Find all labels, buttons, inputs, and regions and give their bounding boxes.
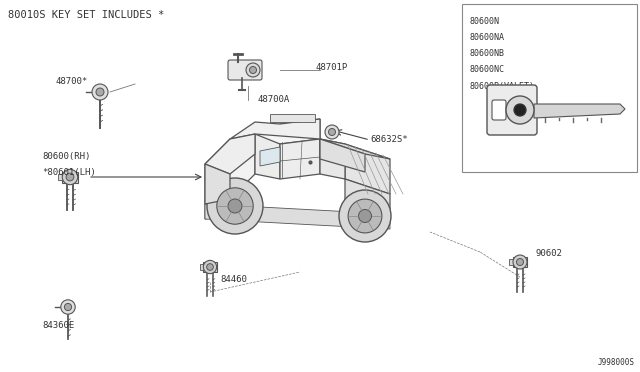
Circle shape xyxy=(62,169,77,185)
Bar xyxy=(462,4,637,172)
Circle shape xyxy=(61,300,76,314)
Bar xyxy=(62,171,77,183)
Circle shape xyxy=(204,260,217,274)
Text: *80601(LH): *80601(LH) xyxy=(42,167,96,176)
Polygon shape xyxy=(255,134,280,179)
Circle shape xyxy=(92,84,108,100)
Polygon shape xyxy=(205,204,390,229)
Circle shape xyxy=(246,63,260,77)
Text: 48700*: 48700* xyxy=(56,77,88,87)
Text: 80600(RH): 80600(RH) xyxy=(42,153,90,161)
Circle shape xyxy=(516,259,524,266)
Circle shape xyxy=(96,88,104,96)
Polygon shape xyxy=(280,139,320,179)
Polygon shape xyxy=(205,134,255,174)
Bar xyxy=(270,114,315,122)
Text: 68632S*: 68632S* xyxy=(370,135,408,144)
Circle shape xyxy=(339,190,391,242)
Text: 80600NA: 80600NA xyxy=(470,33,505,42)
FancyBboxPatch shape xyxy=(487,85,537,135)
Text: 84460: 84460 xyxy=(220,275,247,283)
Text: 90602: 90602 xyxy=(535,250,562,259)
Polygon shape xyxy=(320,139,365,172)
Polygon shape xyxy=(320,139,390,159)
Circle shape xyxy=(207,264,213,270)
Polygon shape xyxy=(230,119,320,154)
Circle shape xyxy=(513,255,527,269)
Polygon shape xyxy=(534,104,625,118)
Bar xyxy=(204,262,217,272)
Text: 80600P(VALET): 80600P(VALET) xyxy=(470,81,535,90)
Polygon shape xyxy=(205,199,230,219)
Circle shape xyxy=(228,199,242,213)
Circle shape xyxy=(514,104,526,116)
Polygon shape xyxy=(320,139,345,179)
Bar xyxy=(58,174,63,180)
Circle shape xyxy=(250,67,257,74)
Circle shape xyxy=(325,125,339,139)
Text: 48701P: 48701P xyxy=(315,62,348,71)
Bar xyxy=(513,257,527,267)
Bar xyxy=(200,264,204,270)
Polygon shape xyxy=(345,179,390,214)
Circle shape xyxy=(506,96,534,124)
Circle shape xyxy=(207,178,263,234)
Text: 80600NC: 80600NC xyxy=(470,65,505,74)
Circle shape xyxy=(358,209,371,222)
Circle shape xyxy=(348,199,382,233)
Polygon shape xyxy=(205,134,255,204)
Text: 80600NB: 80600NB xyxy=(470,49,505,58)
Text: 80010S KEY SET INCLUDES *: 80010S KEY SET INCLUDES * xyxy=(8,10,164,20)
Circle shape xyxy=(217,188,253,224)
Polygon shape xyxy=(345,144,390,194)
Polygon shape xyxy=(205,164,230,204)
Polygon shape xyxy=(230,119,320,139)
Text: 48700A: 48700A xyxy=(258,96,291,105)
FancyBboxPatch shape xyxy=(228,60,262,80)
Circle shape xyxy=(66,173,74,181)
FancyBboxPatch shape xyxy=(492,100,506,120)
Circle shape xyxy=(328,128,335,135)
Text: 80600N: 80600N xyxy=(470,17,500,26)
Bar xyxy=(509,259,514,265)
Polygon shape xyxy=(260,147,280,166)
Circle shape xyxy=(65,304,72,311)
Text: 84360E: 84360E xyxy=(42,321,74,330)
Text: J998000S: J998000S xyxy=(598,358,635,367)
